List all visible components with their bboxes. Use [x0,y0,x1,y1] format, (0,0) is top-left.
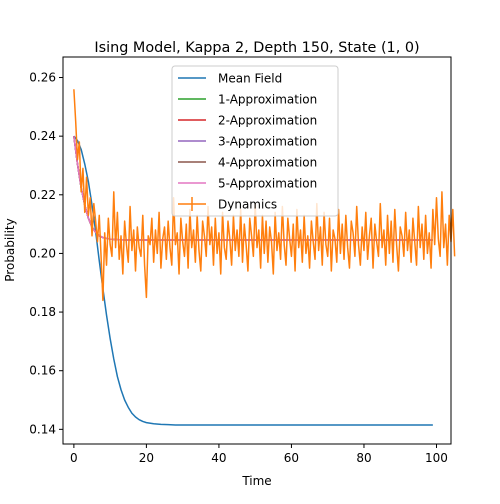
y-axis-label: Probability [3,218,17,281]
y-tick-label: 0.14 [29,422,56,436]
legend-label-5-approximation: 5-Approximation [218,177,317,191]
x-tick-label: 60 [284,451,299,465]
y-ticks: 0.14 0.16 0.18 0.20 0.22 0.24 0.26 [29,71,63,436]
legend-label-2-approximation: 2-Approximation [218,114,317,128]
x-tick-label: 0 [70,451,78,465]
legend-label-1-approximation: 1-Approximation [218,93,317,107]
legend-label-dynamics: Dynamics [218,198,277,212]
y-tick-label: 0.24 [29,129,56,143]
legend-label-mean-field: Mean Field [218,72,282,86]
y-tick-label: 0.26 [29,71,56,85]
x-ticks: 0 20 40 60 80 100 [70,444,448,465]
legend-box [171,65,339,217]
y-tick-label: 0.22 [29,188,56,202]
legend-label-3-approximation: 3-Approximation [218,135,317,149]
x-axis-label: Time [241,474,271,488]
legend-label-4-approximation: 4-Approximation [218,156,317,170]
x-tick-label: 40 [211,451,226,465]
plot-lines [73,89,456,426]
series-line-mean-field [73,135,433,426]
legend: Mean Field 1-Approximation 2-Approximation… [171,65,339,217]
x-tick-label: 80 [356,451,371,465]
y-tick-label: 0.16 [29,364,56,378]
legend-entries: Mean Field 1-Approximation 2-Approximation… [178,72,317,212]
y-tick-label: 0.20 [29,246,56,260]
x-tick-label: 100 [425,451,448,465]
series-line-dynamics [73,89,456,302]
y-tick-label: 0.18 [29,305,56,319]
chart-title: Ising Model, Kappa 2, Depth 150, State (… [94,40,419,56]
x-tick-label: 20 [139,451,154,465]
axes-frame [62,56,452,445]
